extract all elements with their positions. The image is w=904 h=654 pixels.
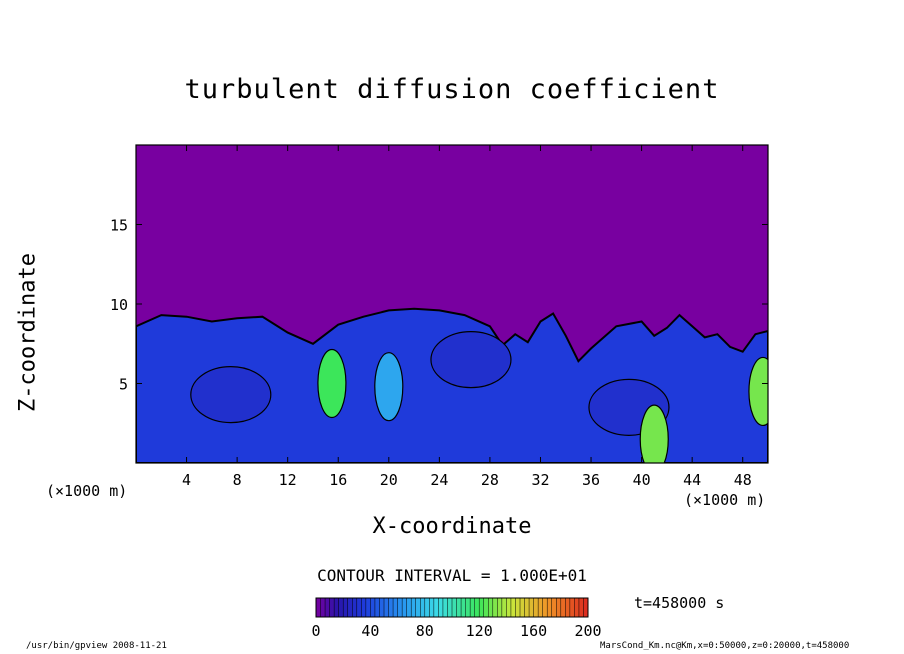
y-tick-label: 15 xyxy=(110,217,128,235)
colorbar-frame xyxy=(315,597,589,618)
colorbar-cell xyxy=(338,598,344,617)
time-label: t=458000 s xyxy=(634,594,725,612)
colorbar-cell xyxy=(461,598,467,617)
colorbar-cell xyxy=(406,598,412,617)
colorbar-cell xyxy=(388,598,394,617)
colorbar-cell xyxy=(542,598,548,617)
colorbar-cell xyxy=(556,598,562,617)
x-tick-label: 28 xyxy=(481,471,499,489)
colorbar-tick-label: 80 xyxy=(416,622,434,640)
colorbar-cell xyxy=(574,598,580,617)
x-tick-label: 44 xyxy=(683,471,701,489)
colorbar-cell xyxy=(456,598,462,617)
footer-right: MarsCond_Km.nc@Km,x=0:50000,z=0:20000,t=… xyxy=(600,641,850,651)
colorbar-cell xyxy=(411,598,417,617)
colorbar-cell xyxy=(402,598,408,617)
colorbar-cell xyxy=(374,598,380,617)
x-unit-label-left: (×1000 m) xyxy=(46,482,128,500)
colorbar-tick-label: 120 xyxy=(466,622,493,640)
colorbar-cell xyxy=(520,598,526,617)
colorbar-tick-label: 200 xyxy=(574,622,601,640)
colorbar-cell xyxy=(470,598,476,617)
field-region-0 xyxy=(190,366,272,424)
x-tick-label: 48 xyxy=(734,471,752,489)
colorbar-cell xyxy=(510,598,516,617)
colorbar-cell xyxy=(356,598,362,617)
colorbar-cell xyxy=(361,598,367,617)
colorbar-cell xyxy=(370,598,376,617)
colorbar-cell xyxy=(578,598,584,617)
colorbar-cell xyxy=(569,598,575,617)
y-tick-label: 10 xyxy=(110,296,128,314)
colorbar-cell xyxy=(465,598,471,617)
colorbar-cell xyxy=(429,598,435,617)
x-tick-label: 12 xyxy=(279,471,297,489)
colorbar-cell xyxy=(442,598,448,617)
x-tick-label: 16 xyxy=(329,471,347,489)
colorbar-cell xyxy=(506,598,512,617)
footer-left: /usr/bin/gpview 2008-11-21 xyxy=(26,641,167,651)
colorbar-cell xyxy=(415,598,421,617)
colorbar-cell xyxy=(538,598,544,617)
contour-interval-label: CONTOUR INTERVAL = 1.000E+01 xyxy=(317,566,587,585)
colorbar-cell xyxy=(479,598,485,617)
colorbar-cell xyxy=(560,598,566,617)
colorbar-cell xyxy=(420,598,426,617)
colorbar-cell xyxy=(488,598,494,617)
field-region-6 xyxy=(748,356,768,427)
colorbar-cell xyxy=(515,598,521,617)
colorbar-cell xyxy=(438,598,444,617)
colorbar-cell xyxy=(379,598,385,617)
colorbar-cell xyxy=(384,598,390,617)
x-tick-label: 32 xyxy=(531,471,549,489)
y-tick-label: 5 xyxy=(119,376,128,394)
colorbar-cell xyxy=(334,598,340,617)
field-region-5 xyxy=(639,404,669,463)
colorbar-cell xyxy=(343,598,349,617)
x-axis-label: X-coordinate xyxy=(372,514,532,539)
colorbar-cell xyxy=(529,598,535,617)
colorbar-cell xyxy=(393,598,399,617)
colorbar-cell xyxy=(320,598,326,617)
colorbar-cell xyxy=(501,598,507,617)
colorbar-cell xyxy=(352,598,358,617)
colorbar-cell xyxy=(316,598,322,617)
colorbar-cell xyxy=(483,598,489,617)
field-region-1 xyxy=(374,352,404,422)
colorbar-tick-label: 40 xyxy=(361,622,379,640)
x-unit-label-right: (×1000 m) xyxy=(684,491,766,509)
colorbar-cell xyxy=(329,598,335,617)
colorbar-cell xyxy=(474,598,480,617)
colorbar-cell xyxy=(397,598,403,617)
colorbar-cell xyxy=(524,598,530,617)
y-axis-label: Z-coordinate xyxy=(15,253,41,412)
x-tick-label: 24 xyxy=(430,471,448,489)
colorbar-cell xyxy=(325,598,331,617)
chart-title: turbulent diffusion coefficient xyxy=(184,74,720,105)
field-region-4 xyxy=(317,348,347,419)
colorbar-cell xyxy=(547,598,553,617)
x-tick-label: 36 xyxy=(582,471,600,489)
x-tick-label: 40 xyxy=(633,471,651,489)
colorbar-tick-label: 0 xyxy=(311,622,320,640)
colorbar-cell xyxy=(583,598,589,617)
colorbar-cell xyxy=(347,598,353,617)
colorbar-cell xyxy=(551,598,557,617)
colorbar-cell xyxy=(433,598,439,617)
colorbar-tick-label: 160 xyxy=(520,622,547,640)
x-tick-label: 20 xyxy=(380,471,398,489)
colorbar-cell xyxy=(492,598,498,617)
x-tick-label: 4 xyxy=(182,471,191,489)
field-region-2 xyxy=(430,331,512,389)
colorbar-cell xyxy=(452,598,458,617)
colorbar-cell xyxy=(424,598,430,617)
colorbar-cell xyxy=(533,598,539,617)
colorbar-cell xyxy=(497,598,503,617)
colorbar-cell xyxy=(565,598,571,617)
colorbar-cell xyxy=(365,598,371,617)
field-layer xyxy=(136,307,768,463)
colorbar-cell xyxy=(447,598,453,617)
x-tick-label: 8 xyxy=(233,471,242,489)
